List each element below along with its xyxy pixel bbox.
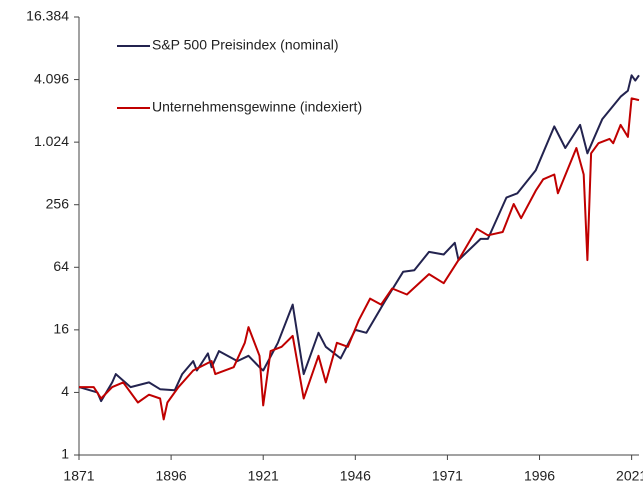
y-tick-label: 64 <box>53 258 69 274</box>
y-tick-label: 1.024 <box>34 133 69 149</box>
x-tick-label: 1971 <box>432 468 463 484</box>
x-tick-label: 1996 <box>524 468 555 484</box>
x-tick-label: 1896 <box>156 468 187 484</box>
y-tick-label: 4.096 <box>34 70 69 86</box>
x-tick-label: 1871 <box>63 468 94 484</box>
x-tick-label: 2021 <box>616 468 643 484</box>
x-tick-label: 1921 <box>248 468 279 484</box>
series-line <box>79 97 640 421</box>
y-tick-label: 256 <box>46 195 70 211</box>
y-tick-label: 16.384 <box>26 8 69 24</box>
x-tick-label: 1946 <box>340 468 371 484</box>
series-line <box>78 74 640 403</box>
y-tick-label: 4 <box>61 383 69 399</box>
legend-label: Unternehmensgewinne (indexiert) <box>152 99 362 115</box>
legend-label: S&P 500 Preisindex (nominal) <box>152 37 339 53</box>
y-tick-label: 16 <box>53 321 69 337</box>
y-tick-label: 1 <box>61 446 69 462</box>
